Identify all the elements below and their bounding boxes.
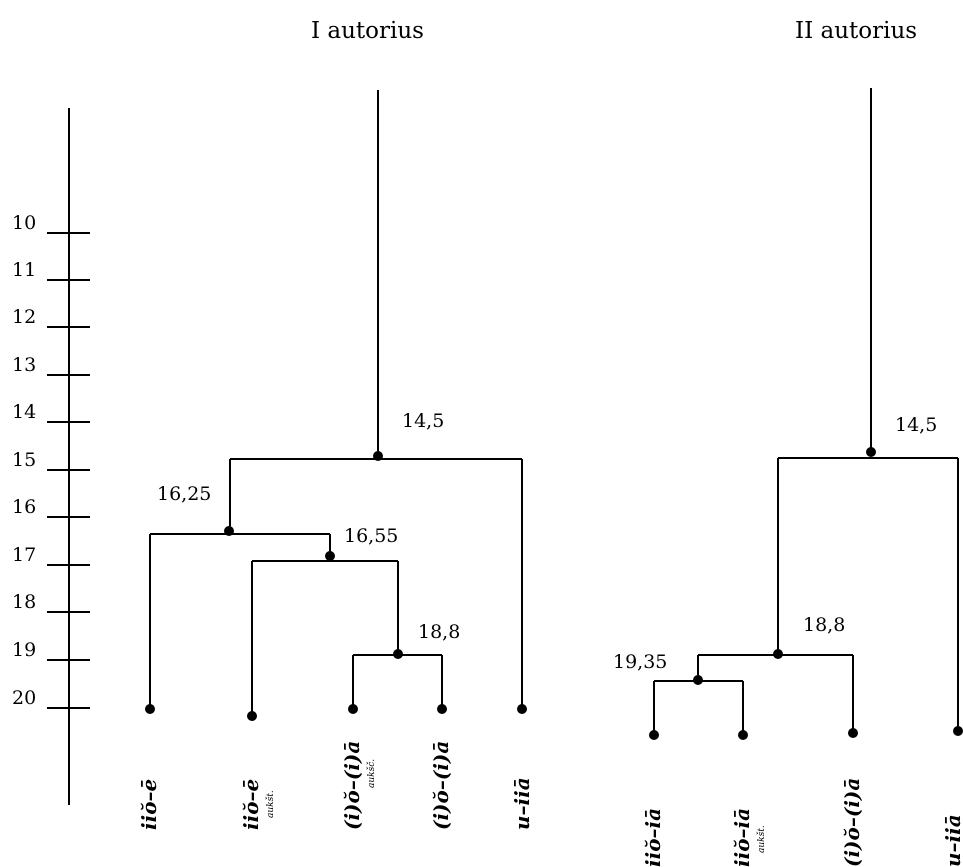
merge-label: 18,8 (418, 621, 460, 643)
scale-tick-label: 10 (12, 212, 36, 234)
leaf-sublabel: aukšč. (366, 759, 377, 788)
merge-label: 18,8 (803, 614, 845, 636)
merge-label: 14,5 (895, 414, 937, 436)
merge-node (866, 447, 876, 457)
scale-tick-label: 19 (12, 639, 36, 661)
leaf-sublabel: aukšt. (756, 825, 767, 853)
leaf-node (437, 704, 447, 714)
scale-tick-label: 16 (12, 496, 36, 518)
merge-label: 14,5 (402, 410, 444, 432)
scale-tick-label: 13 (12, 354, 36, 376)
leaf-node (848, 728, 858, 738)
leaf-label: iiŏ–iā (730, 808, 754, 867)
scale-tick-label: 20 (12, 687, 36, 709)
leaf-node (145, 704, 155, 714)
leaf-label: (i)ŏ–(i)ā (429, 741, 453, 830)
leaf-label: (i)ŏ–(i)ā (340, 741, 364, 830)
leaf-node (953, 726, 963, 736)
scale-tick-label: 17 (12, 544, 36, 566)
leaf-label: u–iiā (510, 777, 534, 830)
scale-tick-label: 12 (12, 306, 36, 328)
leaf-node (247, 711, 257, 721)
leaf-node (348, 704, 358, 714)
right-tree-title: II autorius (795, 18, 917, 44)
leaf-label: iiŏ–iā (641, 808, 665, 867)
scale-axis: 10 11 12 13 14 15 16 17 18 19 20 (12, 108, 90, 805)
merge-node (224, 526, 234, 536)
merge-node (373, 451, 383, 461)
merge-node (773, 649, 783, 659)
merge-label: 19,35 (613, 651, 667, 673)
merge-node (693, 675, 703, 685)
scale-tick-label: 15 (12, 449, 36, 471)
leaf-node (517, 704, 527, 714)
leaf-label: iiŏ–ē (239, 779, 263, 830)
left-tree-title: I autorius (311, 18, 424, 44)
leaf-node (649, 730, 659, 740)
right-dendrogram: 14,5 18,8 19,35 iiŏ–iā iiŏ–iā aukšt. (i)… (613, 88, 963, 867)
leaf-label: iiŏ–ē (137, 779, 161, 830)
scale-tick-label: 14 (12, 401, 36, 423)
merge-label: 16,55 (344, 525, 398, 547)
leaf-label: u–iiā (941, 814, 963, 867)
leaf-sublabel: aukšt. (265, 790, 276, 818)
scale-tick-label: 18 (12, 591, 36, 613)
scale-tick-label: 11 (12, 259, 36, 281)
merge-node (325, 551, 335, 561)
left-dendrogram: 14,5 16,25 16,55 18,8 iiŏ–ē iiŏ–ē aukšt.… (137, 90, 534, 830)
leaf-node (738, 730, 748, 740)
merge-node (393, 649, 403, 659)
merge-label: 16,25 (157, 483, 211, 505)
leaf-label: (i)ŏ–(i)ā (840, 778, 864, 867)
